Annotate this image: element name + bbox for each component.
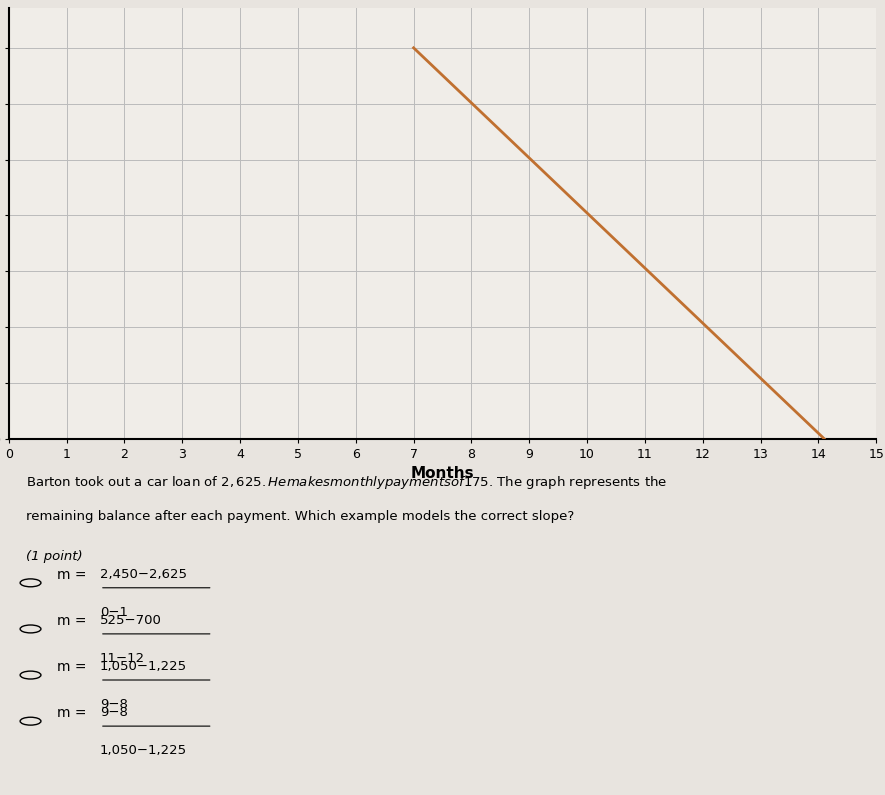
Text: Barton took out a car loan of $2,625. He makes monthly payments of $175. The gra: Barton took out a car loan of $2,625. He… — [27, 474, 667, 491]
Text: m =: m = — [57, 706, 90, 720]
Text: remaining balance after each payment. Which example models the correct slope?: remaining balance after each payment. Wh… — [27, 510, 574, 523]
Text: 1,050−1,225: 1,050−1,225 — [100, 660, 187, 673]
Text: 9−8: 9−8 — [100, 706, 127, 719]
Text: m =: m = — [57, 568, 90, 582]
Text: 2,450−2,625: 2,450−2,625 — [100, 568, 187, 581]
Text: 11−12: 11−12 — [100, 652, 145, 665]
Text: (1 point): (1 point) — [27, 550, 83, 563]
X-axis label: Months: Months — [411, 466, 474, 481]
Text: 1,050−1,225: 1,050−1,225 — [100, 744, 187, 757]
Text: 0−1: 0−1 — [100, 606, 128, 619]
Text: m =: m = — [57, 660, 90, 674]
Text: m =: m = — [57, 614, 90, 628]
Text: 525−700: 525−700 — [100, 614, 162, 627]
Text: 9−8: 9−8 — [100, 698, 127, 711]
